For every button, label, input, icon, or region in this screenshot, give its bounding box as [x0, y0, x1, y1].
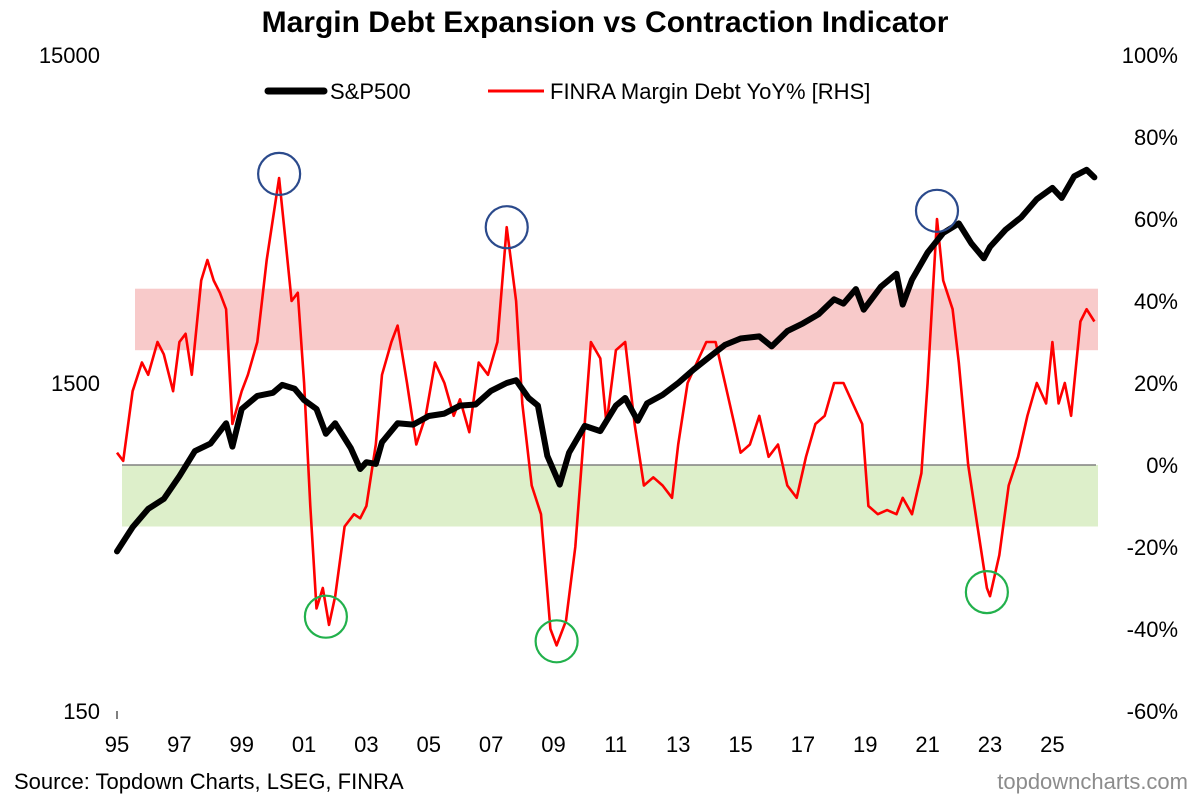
right-tick-label: 0%: [1146, 453, 1178, 478]
right-tick-label: -20%: [1127, 535, 1178, 560]
x-tick-label: 99: [229, 732, 253, 757]
watermark: topdowncharts.com: [997, 769, 1188, 794]
x-tick-label: 03: [354, 732, 378, 757]
x-tick-label: 25: [1040, 732, 1064, 757]
x-tick-label: 95: [105, 732, 129, 757]
annotation-trough-2009: [534, 619, 579, 664]
x-tick-label: 11: [604, 732, 627, 757]
x-tick-label: 09: [541, 732, 565, 757]
x-tick-label: 19: [853, 732, 877, 757]
x-tick-label: 01: [292, 732, 316, 757]
annotation-peak-2021: [914, 188, 960, 233]
x-tick-label: 97: [167, 732, 191, 757]
right-tick-label: 20%: [1134, 371, 1178, 396]
x-tick-label: 05: [417, 732, 441, 757]
axes-layer: 95 97 99 01 03 05 07 09 11 13 15 17 19 21 23 25 150 1500 1…: [39, 43, 1178, 757]
legend: S&P500 FINRA Margin Debt YoY% [RHS]: [264, 79, 870, 104]
band-expansion-zone: [135, 288, 1098, 351]
left-tick-label: 15000: [39, 43, 100, 68]
x-tick-label: 13: [666, 732, 690, 757]
left-tick-label: 150: [63, 699, 100, 724]
right-tick-label: 40%: [1134, 289, 1178, 314]
x-tick-label: 23: [978, 732, 1002, 757]
bands-layer: [122, 288, 1098, 527]
left-tick-label: 1500: [51, 371, 100, 396]
band-contraction-zone: [122, 465, 1098, 527]
chart-title: Margin Debt Expansion vs Contraction Ind…: [262, 6, 949, 39]
series-sp500: [114, 166, 1098, 555]
x-tick-label: 21: [915, 732, 939, 757]
right-tick-label: -40%: [1127, 617, 1178, 642]
x-tick-label: 07: [479, 732, 503, 757]
annotations-layer: [257, 151, 1009, 664]
x-tick-label: 15: [728, 732, 752, 757]
right-tick-label: 100%: [1122, 43, 1178, 68]
right-tick-label: -60%: [1127, 699, 1178, 724]
annotation-peak-2007: [484, 205, 529, 250]
right-tick-label: 80%: [1134, 125, 1178, 150]
annotation-trough-2022: [964, 569, 1009, 615]
annotation-peak-2000: [257, 151, 302, 196]
source-note: Source: Topdown Charts, LSEG, FINRA: [14, 769, 404, 794]
legend-label-margin-debt: FINRA Margin Debt YoY% [RHS]: [550, 79, 870, 104]
series-layer: [114, 166, 1098, 647]
legend-label-sp500: S&P500: [330, 79, 411, 104]
series-margin-debt-yoy: [115, 176, 1096, 647]
right-tick-label: 60%: [1134, 207, 1178, 232]
x-tick-label: 17: [791, 732, 815, 757]
annotation-trough-2001: [303, 594, 348, 639]
